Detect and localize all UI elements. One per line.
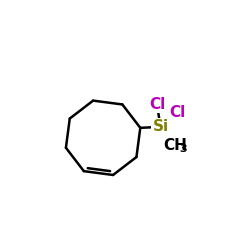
- Text: Cl: Cl: [169, 105, 186, 120]
- Text: Cl: Cl: [149, 97, 165, 112]
- Text: Si: Si: [152, 119, 168, 134]
- Text: CH: CH: [163, 138, 187, 153]
- Text: 3: 3: [179, 144, 187, 154]
